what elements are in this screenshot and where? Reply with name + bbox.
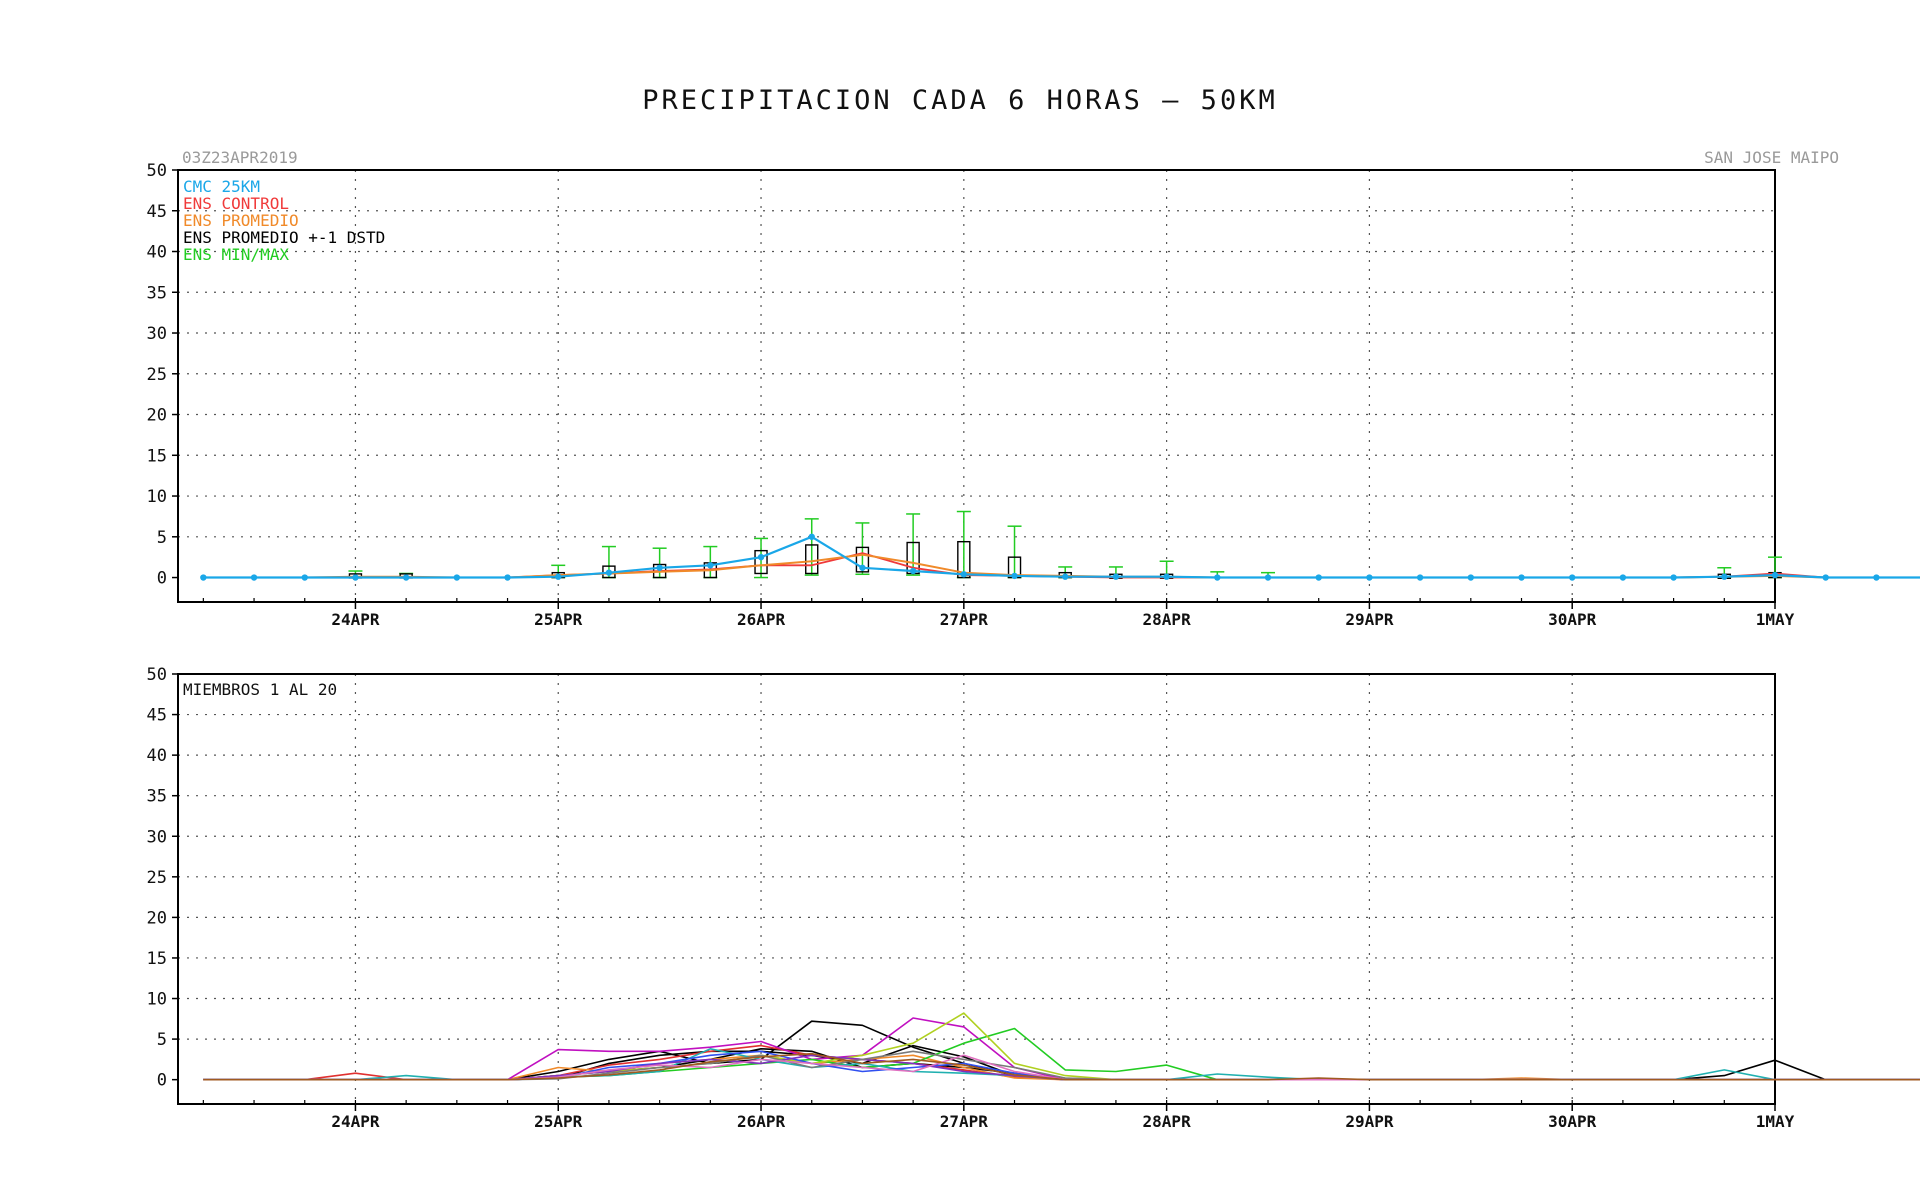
y-tick-label: 10	[147, 990, 167, 1010]
y-tick-label: 20	[147, 908, 167, 928]
cmc-point	[504, 574, 511, 581]
x-tick-label: 24APR	[331, 610, 380, 629]
cmc-point	[1822, 574, 1829, 581]
cmc-point	[859, 564, 866, 571]
y-tick-label: 5	[157, 1030, 167, 1050]
std-box	[855, 546, 870, 573]
x-tick-label: 28APR	[1143, 1112, 1192, 1131]
cmc-point	[1062, 573, 1069, 580]
cmc-point	[301, 574, 308, 581]
x-tick-label: 1MAY	[1756, 610, 1795, 629]
y-tick-label: 30	[147, 827, 167, 847]
std-box	[805, 544, 819, 575]
cmc-point	[656, 564, 663, 571]
run-label: 03Z23APR2019	[182, 148, 298, 167]
y-tick-label: 30	[147, 324, 167, 344]
cmc-point	[250, 574, 258, 581]
y-tick-label: 50	[147, 665, 167, 685]
cmc-point	[1518, 574, 1525, 581]
legend-item: ENS MIN/MAX	[183, 245, 289, 264]
legend-item: ENS PROMEDIO +-1 DSTD	[183, 228, 385, 247]
plot-frame	[177, 673, 1776, 1105]
x-tick-label: 29APR	[1345, 610, 1394, 629]
std-box	[957, 540, 971, 579]
x-tick-label: 29APR	[1345, 1112, 1394, 1131]
y-tick-label: 0	[157, 1071, 167, 1091]
panel-ensemble-members: 0 5 10 15 20 25 30 35 40 45 50 24APR 25APR 26APR 27APR…	[147, 665, 1920, 1131]
y-tick-label: 0	[157, 569, 167, 589]
cmc-point	[1771, 571, 1779, 579]
y-tick-label: 45	[147, 202, 167, 222]
series-line-ens-promedio	[203, 553, 1920, 579]
cmc-point	[960, 571, 968, 578]
y-tick-label: 50	[147, 161, 167, 181]
x-tick-label: 25APR	[534, 610, 583, 629]
cmc-point	[1569, 574, 1576, 581]
plot-frame	[177, 169, 1776, 603]
cmc-point	[402, 574, 410, 581]
cmc-point	[1112, 573, 1120, 580]
cmc-point	[1670, 574, 1677, 581]
y-tick-label: 40	[147, 243, 167, 263]
y-tick-label: 35	[147, 787, 167, 807]
cmc-point	[1366, 574, 1373, 581]
x-tick-label: 1MAY	[1756, 1112, 1795, 1131]
std-box	[754, 549, 768, 575]
cmc-point	[1873, 574, 1880, 581]
cmc-point	[1416, 574, 1424, 581]
x-tick-label: 24APR	[331, 1112, 380, 1131]
cmc-point	[1721, 573, 1728, 580]
legend-item: CMC 25KM	[183, 177, 260, 196]
y-tick-label: 20	[147, 406, 167, 426]
cmc-point	[707, 562, 714, 569]
x-tick-label: 30APR	[1548, 1112, 1597, 1131]
page-title: PRECIPITACION CADA 6 HORAS — 50KM	[642, 85, 1277, 116]
cmc-point	[453, 574, 461, 581]
y-tick-label: 35	[147, 283, 167, 303]
cmc-point	[352, 574, 359, 581]
member-line	[203, 1012, 1920, 1081]
x-tick-label: 26APR	[737, 610, 786, 629]
cmc-point	[605, 569, 613, 576]
member-line	[203, 1052, 1920, 1081]
cmc-point	[1264, 574, 1272, 581]
cmc-point	[555, 573, 562, 580]
y-tick-label: 15	[147, 446, 167, 466]
x-tick-label: 27APR	[940, 1112, 989, 1131]
series-line-ens-control	[203, 552, 1920, 579]
x-tick-label: 26APR	[737, 1112, 786, 1131]
cmc-point	[200, 574, 207, 581]
y-tick-label: 10	[147, 487, 167, 507]
cmc-point	[1011, 572, 1018, 580]
y-tick-label: 5	[157, 528, 167, 548]
x-tick-label: 27APR	[940, 610, 989, 629]
cmc-point	[1619, 574, 1627, 581]
member-line	[203, 1027, 1920, 1081]
member-line	[203, 1020, 1920, 1081]
cmc-point	[1163, 573, 1170, 580]
cmc-point	[909, 567, 917, 575]
legend-item: ENS PROMEDIO	[183, 211, 299, 230]
y-tick-label: 25	[147, 868, 167, 888]
panel-ensemble-summary: 0 5 10 15 20 25 30 35 40 45 50 24APR 25APR 26APR 27APR…	[147, 161, 1920, 629]
legend-item: ENS CONTROL	[183, 194, 289, 213]
cmc-point	[808, 533, 815, 540]
cmc-point	[1214, 574, 1221, 581]
y-tick-label: 25	[147, 365, 167, 385]
cmc-point	[1467, 574, 1475, 581]
y-tick-label: 45	[147, 706, 167, 726]
members-annotation: MIEMBROS 1 AL 20	[183, 680, 337, 699]
series-line-cmc	[203, 535, 1920, 579]
y-tick-label: 15	[147, 949, 167, 969]
x-tick-label: 25APR	[534, 1112, 583, 1131]
x-tick-label: 30APR	[1548, 610, 1597, 629]
cmc-point	[757, 553, 765, 561]
member-line	[203, 1017, 1920, 1081]
y-tick-label: 40	[147, 746, 167, 766]
location-label: SAN JOSE MAIPO	[1704, 148, 1839, 167]
x-tick-label: 28APR	[1143, 610, 1192, 629]
cmc-point	[1315, 574, 1322, 581]
